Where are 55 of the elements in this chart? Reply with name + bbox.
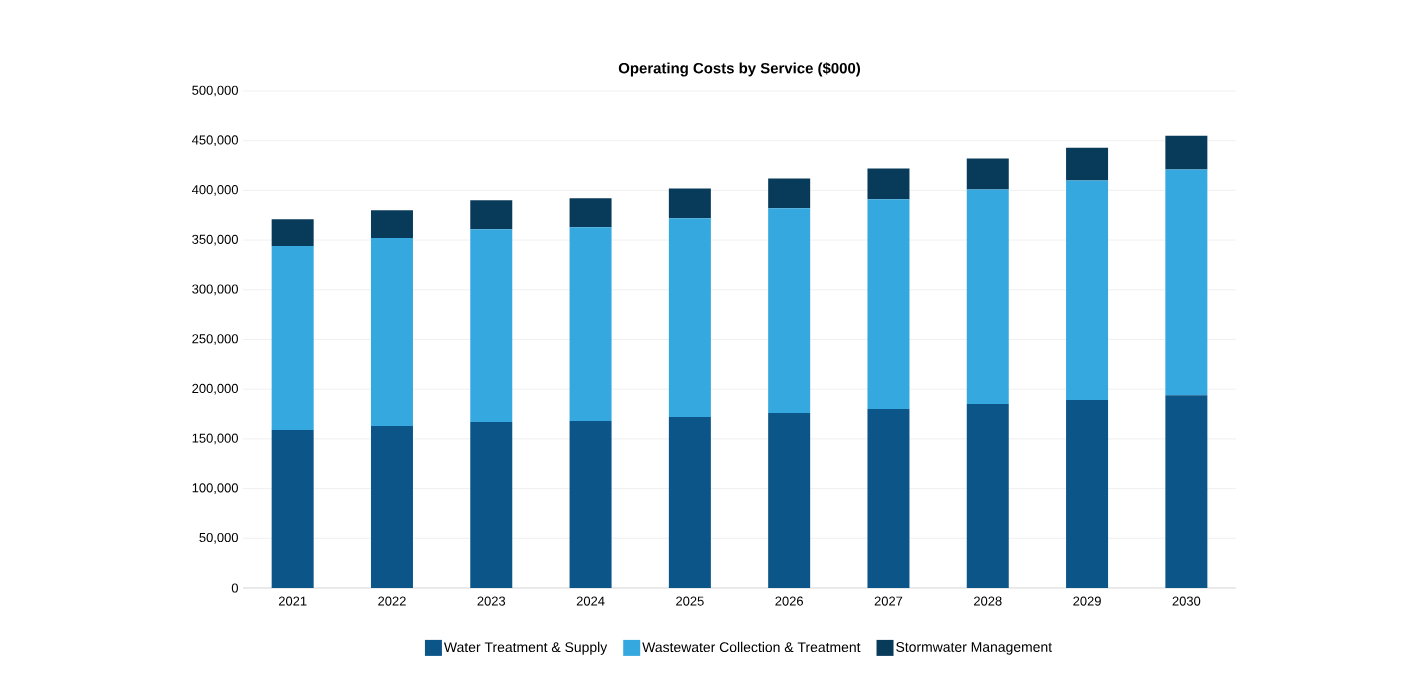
bar: [768, 208, 811, 414]
bar: [768, 178, 811, 209]
bar: [867, 168, 910, 200]
legend-label: Stormwater Management: [896, 642, 1052, 655]
y-tick-label: 400,000: [191, 185, 238, 196]
bar: [867, 409, 910, 588]
y-tick-label: 300,000: [192, 284, 238, 296]
x-tick-label: 2028: [974, 596, 1002, 606]
bar: [569, 198, 612, 228]
y-tick-label: 100,000: [192, 483, 238, 494]
bar: [370, 425, 413, 588]
x-tick-label: 2025: [676, 596, 704, 606]
bar: [1165, 395, 1208, 588]
bar: [470, 229, 513, 422]
x-tick-label: 2026: [775, 596, 803, 606]
bar: [370, 210, 413, 239]
bar: [1066, 400, 1109, 588]
bar: [966, 189, 1009, 405]
legend-label: Wastewater Collection & Treatment: [642, 641, 861, 653]
bar: [470, 200, 513, 230]
bar: [668, 188, 711, 219]
bar: [271, 246, 314, 430]
x-tick-label: 2023: [477, 596, 506, 606]
y-tick-label: 500,000: [192, 85, 238, 97]
x-tick-label: 2021: [278, 596, 307, 606]
bar: [1165, 135, 1208, 170]
bar: [768, 413, 811, 588]
bar: [1066, 180, 1109, 401]
legend-label: Water Treatment & Supply: [443, 641, 608, 655]
chart-title: Operating Costs by Service ($000): [618, 62, 861, 77]
bar: [569, 227, 612, 421]
y-tick-label: 0: [231, 583, 238, 593]
bar: [370, 238, 413, 426]
bar: [668, 417, 711, 588]
y-tick-label: 50,000: [199, 532, 238, 544]
bar: [1066, 147, 1109, 181]
bar: [966, 158, 1009, 190]
y-tick-label: 450,000: [191, 135, 238, 147]
x-tick-label: 2027: [874, 596, 903, 606]
bar: [470, 421, 513, 588]
y-tick-label: 350,000: [192, 234, 238, 246]
bar: [271, 429, 314, 588]
y-tick-label: 250,000: [192, 334, 238, 345]
x-tick-label: 2030: [1172, 596, 1201, 606]
bar: [668, 218, 711, 418]
x-tick-label: 2029: [1073, 596, 1101, 606]
bar: [966, 404, 1009, 588]
bar: [569, 420, 612, 588]
bar: [867, 199, 910, 410]
bar: [1165, 169, 1208, 396]
y-tick-label: 150,000: [192, 433, 238, 445]
bar: [271, 219, 314, 247]
x-tick-label: 2022: [378, 596, 406, 606]
x-tick-label: 2024: [576, 596, 605, 606]
y-tick-label: 200,000: [192, 383, 238, 395]
